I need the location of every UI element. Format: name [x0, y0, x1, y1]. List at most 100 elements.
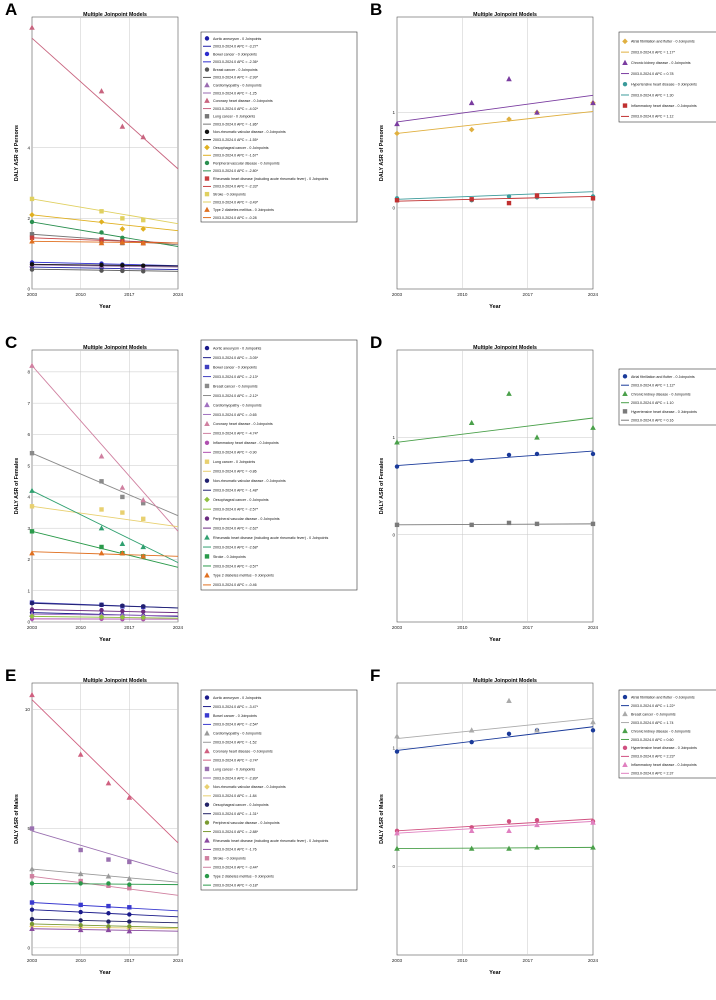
legend-series-label: Non-rheumatic valvular disease - 0 Joinp… [213, 479, 286, 483]
legend-apc-label: 2003.0-2024.0 APC = -4.02* [213, 107, 259, 111]
panel-f: Multiple Joinpoint Models 0 1 2003 2010 2017 2… [379, 678, 716, 976]
data-point [119, 614, 126, 621]
data-point [29, 450, 35, 456]
legend-marker [204, 873, 210, 879]
data-point [534, 193, 540, 198]
data-point [394, 522, 400, 528]
legend-series-label: Breast cancer - 0 Joinpoints [213, 384, 258, 388]
x-tick-label: 2010 [76, 625, 87, 630]
fit-line [31, 237, 179, 244]
legend-apc-label: 2003.0-2024.0 APC = -2.99* [213, 76, 259, 80]
data-point [105, 926, 112, 933]
data-point [140, 134, 147, 140]
panel-letter-b: B [370, 0, 383, 19]
data-point [140, 497, 147, 503]
fit-line [31, 868, 179, 883]
legend-apc-label: 2003.0-2024.0 APC = 0.16 [631, 419, 673, 423]
data-point [99, 262, 104, 268]
legend-marker [204, 129, 210, 135]
y-tick-label: 4 [27, 145, 30, 150]
series-1 [29, 907, 179, 918]
legend: Aortic aneurysm - 0 Joinpoints 2003.0-202… [200, 31, 358, 223]
data-point [98, 550, 105, 556]
fit-line [31, 613, 179, 617]
legend-series-label: Atrial fibrillation and flutter - 0 Join… [631, 40, 695, 44]
series-3 [29, 450, 179, 517]
data-point [119, 226, 126, 232]
data-point [590, 844, 596, 850]
legend-marker [204, 401, 210, 408]
data-point [506, 520, 512, 526]
legend-marker [204, 534, 210, 540]
series-7 [29, 917, 179, 924]
x-tick-label: 2003 [27, 625, 38, 630]
y-axis-label: DALY ASR of Persons [14, 125, 20, 181]
data-point [590, 819, 596, 825]
y-tick-label: 1 [392, 435, 395, 440]
data-point [98, 240, 105, 246]
fit-line [31, 261, 179, 267]
series-1 [394, 726, 596, 754]
legend-marker [622, 81, 628, 87]
y-tick-label: 0 [392, 864, 395, 869]
data-point [119, 550, 126, 556]
legend-series-label: Type 2 diabetes mellitus - 0 Joinpoints [213, 875, 274, 879]
legend-apc-label: 2003.0-2024.0 APC = -1.48* [213, 489, 259, 493]
fit-line [31, 263, 179, 267]
legend-series-label: Lung cancer - 0 Joinpoints [213, 460, 255, 464]
x-axis-label: Year [99, 304, 111, 310]
legend-marker [204, 440, 210, 445]
data-point [127, 924, 132, 929]
fit-line [31, 923, 179, 929]
series-1 [394, 450, 596, 469]
data-point [29, 362, 35, 368]
legend-series-label: Atrial fibrillation and flutter - 0 Join… [631, 375, 695, 379]
fit-line [396, 417, 594, 443]
legend-apc-label: 2003.0-2024.0 APC = -2.12* [213, 394, 259, 398]
series-9 [29, 613, 179, 621]
fit-line [31, 902, 179, 912]
legend-series-label: Chronic kidney disease - 0 Joinpoints [631, 392, 691, 396]
panel-e: Multiple Joinpoint Models 0 5 10 2003 2010 201… [14, 678, 358, 976]
legend-series-label: Stroke - 0 Joinpoints [213, 555, 246, 559]
fit-line [31, 875, 179, 896]
fit-line [31, 551, 179, 557]
legend-apc-label: 2003.0-2024.0 APC = -2.89* [213, 776, 259, 780]
data-point [534, 821, 540, 828]
fit-line [31, 264, 179, 268]
x-tick-label: 2010 [457, 958, 468, 963]
fit-line [396, 523, 594, 526]
series-5 [29, 362, 179, 532]
legend-marker [204, 784, 210, 790]
legend-apc-label: 2003.0-2024.0 APC = -1.25 [213, 91, 257, 95]
data-point [394, 198, 400, 203]
data-point [29, 900, 35, 905]
x-axis-label: Year [489, 304, 501, 310]
legend-series-label: Coronary heart disease - 0 Joinpoints [213, 99, 273, 103]
y-tick-label: 0 [392, 206, 395, 211]
data-point [468, 99, 475, 106]
data-point [394, 439, 400, 445]
fit-line [396, 191, 594, 200]
chart-title: Multiple Joinpoint Models [473, 678, 537, 684]
legend-apc-label: 2003.0-2024.0 APC = -0.18* [213, 883, 259, 887]
x-tick-label: 2024 [173, 292, 184, 297]
y-axis-label: DALY ASR of Females [14, 458, 20, 514]
data-point [105, 873, 112, 879]
data-point [534, 727, 540, 733]
data-point [120, 603, 125, 608]
legend-marker [204, 820, 210, 825]
legend: Atrial fibrillation and flutter - 0 Join… [618, 31, 716, 123]
legend-series-label: Hypertensive heart disease - 0 Joinpoint… [631, 746, 697, 750]
legend-marker [204, 478, 210, 483]
legend-marker [622, 745, 628, 751]
data-point [468, 419, 475, 426]
data-point [29, 881, 35, 886]
y-tick-label: 0 [27, 620, 30, 625]
data-point [29, 601, 35, 606]
legend: Aortic aneurysm - 0 Joinpoints 2003.0-202… [200, 689, 358, 891]
y-axis-label: DALY ASR of Females [379, 458, 385, 514]
y-tick-label: 5 [27, 826, 30, 831]
legend-apc-label: 2003.0-2024.0 APC = -0.28 [213, 216, 257, 220]
